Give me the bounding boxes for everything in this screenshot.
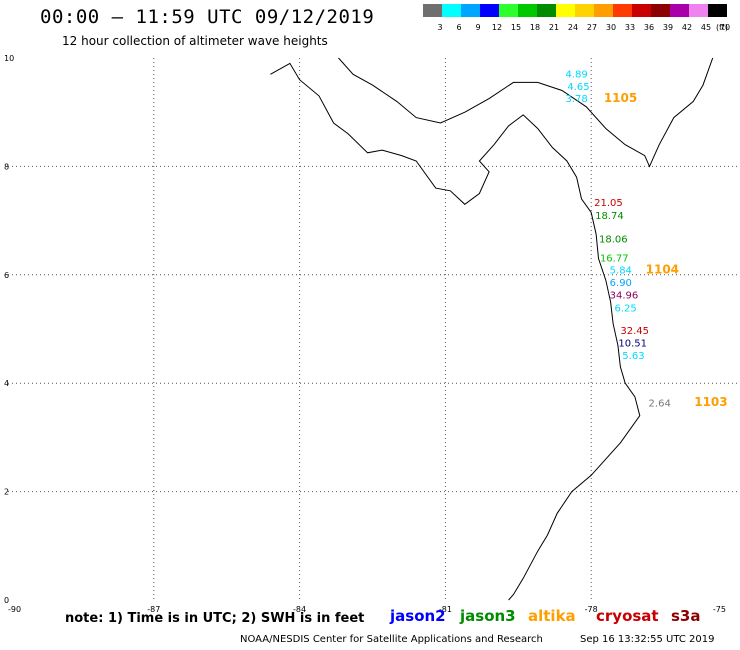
- caribbean-coastline: [338, 57, 714, 168]
- scale-swatch: [537, 4, 556, 17]
- swh-value: 18.74: [595, 211, 624, 222]
- scale-swatch: [613, 4, 632, 17]
- swh-value: 16.77: [600, 253, 629, 264]
- timestamp: Sep 16 13:32:55 UTC 2019: [580, 634, 715, 645]
- map-grid: [8, 58, 737, 600]
- scale-swatch: [442, 4, 461, 17]
- scale-swatch: [556, 4, 575, 17]
- scale-swatch: [499, 4, 518, 17]
- x-tick-label: -90: [8, 605, 21, 614]
- legend-s3a: s3a: [671, 607, 701, 625]
- credit-text: NOAA/NESDIS Center for Satellite Applica…: [240, 634, 543, 645]
- legend-altika: altika: [528, 607, 576, 625]
- scale-label: 3: [437, 23, 442, 32]
- y-tick-label: 6: [4, 271, 9, 280]
- scale-label: 18: [530, 23, 540, 32]
- swh-value: 4.65: [567, 82, 589, 93]
- scale-label: 33: [625, 23, 635, 32]
- scale-label: 6: [456, 23, 461, 32]
- scale-label: 39: [663, 23, 673, 32]
- color-scale: 3 6 9 12 15 18 21 24 27 30 33 36 39 42 45 70(ft): [423, 4, 730, 32]
- scale-swatch: [594, 4, 613, 17]
- scale-label: 24: [568, 23, 578, 32]
- scale-label: 30: [606, 23, 616, 32]
- scale-label: 21: [549, 23, 559, 32]
- y-tick-label: 10: [4, 54, 14, 63]
- swh-value: 32.45: [620, 326, 649, 337]
- swh-value: 18.06: [599, 234, 628, 245]
- y-tick-label: 2: [4, 488, 9, 497]
- scale-label: 70: [720, 23, 730, 32]
- scale-swatch: [461, 4, 480, 17]
- swh-value: 34.96: [610, 291, 639, 302]
- scale-label: 12: [492, 23, 502, 32]
- x-tick-label: -78: [585, 605, 598, 614]
- x-tick-label: -87: [147, 605, 160, 614]
- scale-label: 27: [587, 23, 597, 32]
- legend-jason2: jason2: [390, 607, 446, 625]
- swh-value: 6.90: [610, 278, 632, 289]
- swh-value: 21.05: [594, 198, 623, 209]
- y-tick-label: 4: [4, 379, 9, 388]
- scale-swatch: [689, 4, 708, 17]
- track-number: 1104: [646, 263, 679, 277]
- scale-swatch: [423, 4, 442, 17]
- pacific-coastline: [270, 62, 641, 601]
- scale-swatch: [651, 4, 670, 17]
- scale-swatch: [518, 4, 537, 17]
- legend-cryosat: cryosat: [596, 607, 659, 625]
- swh-value: 10.51: [618, 338, 647, 349]
- swh-value: 5.63: [622, 351, 644, 362]
- scale-swatch: [670, 4, 689, 17]
- scale-swatch: [575, 4, 594, 17]
- scale-swatch: [708, 4, 727, 17]
- track-number: 1103: [694, 395, 727, 409]
- swh-value: 5.84: [610, 266, 632, 277]
- track-number: 1105: [604, 91, 637, 105]
- legend-jason3: jason3: [460, 607, 516, 625]
- swh-value: 2.64: [649, 399, 671, 410]
- axis-ticks: -90 -87 -84 -81 -78 -75 10 8 6 4 2 0: [4, 54, 726, 614]
- scale-label: 45: [701, 23, 711, 32]
- y-tick-label: 8: [4, 162, 9, 171]
- scale-unit: (ft): [716, 23, 728, 32]
- scale-swatch: [480, 4, 499, 17]
- swh-value: 4.89: [565, 70, 587, 81]
- wave-height-labels: 4.894.653.78 21.05 18.74 18.06 16.77 5.846.90…: [565, 70, 670, 410]
- map-subtitle: 12 hour collection of altimeter wave hei…: [62, 34, 328, 48]
- scale-label: 36: [644, 23, 654, 32]
- x-tick-label: -75: [713, 605, 726, 614]
- swh-value: 3.78: [565, 94, 587, 105]
- swh-value: 6.25: [615, 304, 637, 315]
- track-labels: 1105 1104 1103: [604, 91, 728, 409]
- y-tick-label: 0: [4, 596, 9, 605]
- scale-label: 42: [682, 23, 692, 32]
- note-text: note: 1) Time is in UTC; 2) SWH is in fe…: [65, 611, 365, 626]
- scale-swatch: [632, 4, 651, 17]
- x-tick-label: -81: [439, 605, 452, 614]
- map-title: 00:00 – 11:59 UTC 09/12/2019: [40, 6, 375, 28]
- coastline: [270, 57, 714, 601]
- scale-label: 9: [475, 23, 480, 32]
- scale-label: 15: [511, 23, 521, 32]
- x-tick-label: -84: [293, 605, 306, 614]
